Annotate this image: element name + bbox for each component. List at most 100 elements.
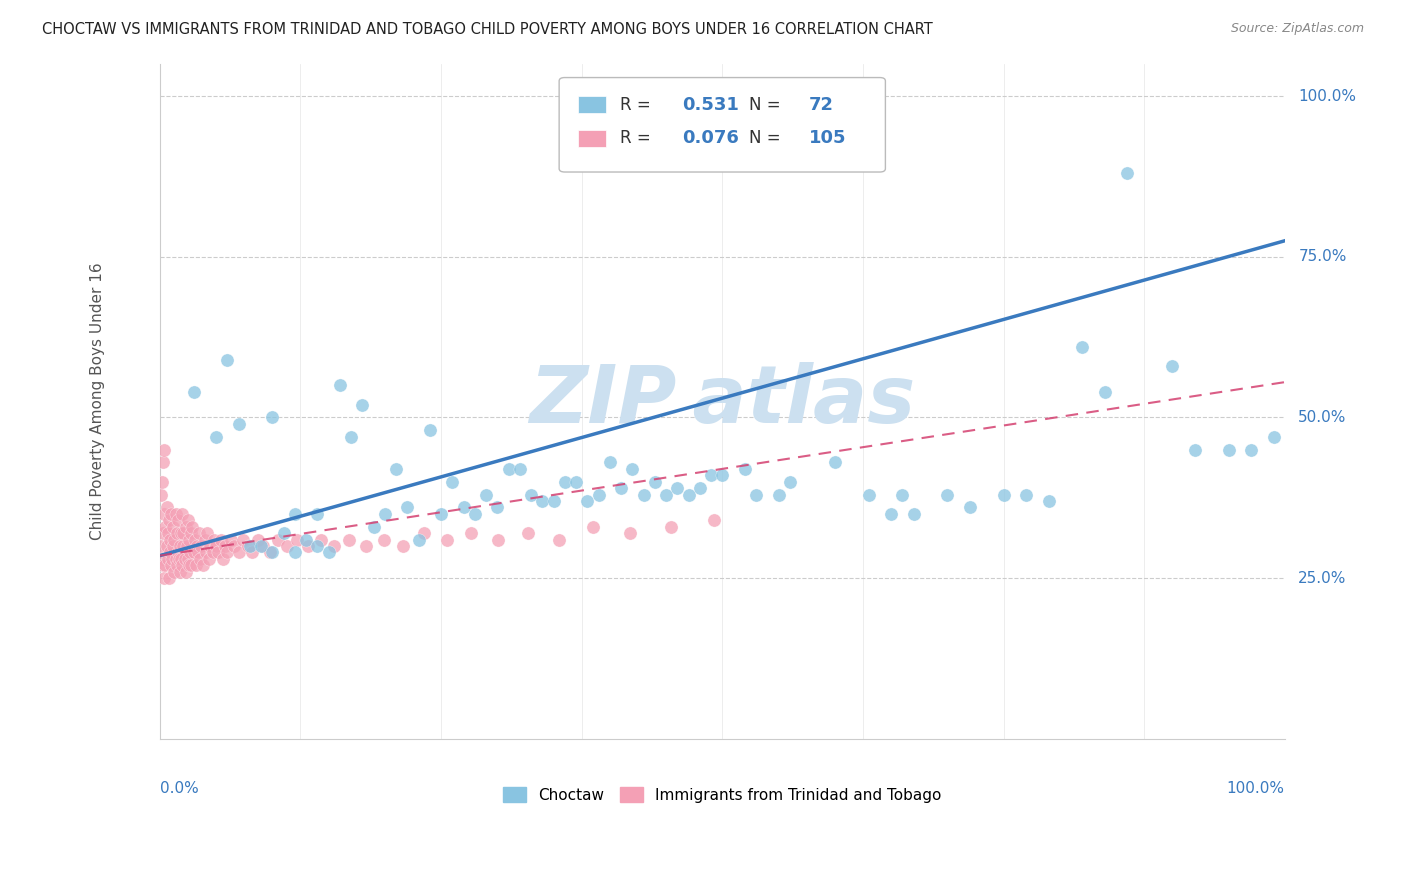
- Point: [959, 500, 981, 515]
- Point: [165, 507, 187, 521]
- Point: [565, 475, 588, 489]
- Point: [160, 507, 183, 521]
- Point: [214, 539, 236, 553]
- Point: [180, 558, 202, 573]
- Point: [200, 539, 222, 553]
- Point: [516, 526, 538, 541]
- Point: [219, 533, 242, 547]
- Point: [273, 526, 295, 541]
- FancyBboxPatch shape: [560, 78, 886, 172]
- Point: [259, 545, 281, 559]
- Point: [703, 513, 725, 527]
- Point: [655, 487, 678, 501]
- Point: [211, 551, 233, 566]
- Point: [307, 507, 329, 521]
- Point: [194, 533, 217, 547]
- Point: [297, 539, 319, 553]
- Point: [1116, 166, 1139, 180]
- Point: [177, 551, 200, 566]
- Point: [408, 533, 430, 547]
- Point: [436, 533, 458, 547]
- Point: [464, 507, 486, 521]
- Point: [152, 558, 174, 573]
- Point: [172, 539, 194, 553]
- Point: [374, 507, 396, 521]
- Point: [169, 539, 191, 553]
- Point: [582, 519, 605, 533]
- Text: CHOCTAW VS IMMIGRANTS FROM TRINIDAD AND TOBAGO CHILD POVERTY AMONG BOYS UNDER 16: CHOCTAW VS IMMIGRANTS FROM TRINIDAD AND …: [42, 22, 934, 37]
- Point: [166, 545, 188, 559]
- Point: [188, 526, 211, 541]
- Point: [163, 565, 186, 579]
- Point: [191, 558, 214, 573]
- Point: [396, 500, 419, 515]
- Point: [183, 384, 205, 399]
- Point: [993, 487, 1015, 501]
- Point: [295, 533, 318, 547]
- Text: 50.0%: 50.0%: [1298, 410, 1347, 425]
- Point: [217, 352, 239, 367]
- Point: [413, 526, 436, 541]
- Point: [166, 513, 188, 527]
- Point: [198, 551, 221, 566]
- Text: 75.0%: 75.0%: [1298, 250, 1347, 264]
- Point: [354, 539, 377, 553]
- Point: [323, 539, 346, 553]
- Point: [159, 545, 181, 559]
- Point: [177, 558, 200, 573]
- Point: [318, 545, 340, 559]
- Point: [169, 565, 191, 579]
- Point: [779, 475, 801, 489]
- Text: Source: ZipAtlas.com: Source: ZipAtlas.com: [1230, 22, 1364, 36]
- Point: [419, 423, 441, 437]
- Point: [498, 462, 520, 476]
- Point: [554, 475, 576, 489]
- Point: [153, 507, 176, 521]
- Point: [228, 417, 250, 431]
- Point: [222, 539, 245, 553]
- Point: [285, 533, 308, 547]
- Point: [156, 526, 179, 541]
- Point: [239, 539, 262, 553]
- Point: [1263, 430, 1285, 444]
- Point: [202, 533, 225, 547]
- Point: [734, 462, 756, 476]
- Point: [240, 545, 263, 559]
- Point: [201, 545, 224, 559]
- Point: [236, 539, 259, 553]
- Point: [768, 487, 790, 501]
- Point: [174, 519, 197, 533]
- Point: [891, 487, 914, 501]
- Point: [205, 539, 228, 553]
- Point: [252, 539, 274, 553]
- Point: [262, 410, 284, 425]
- Text: N =: N =: [749, 129, 786, 147]
- Point: [475, 487, 498, 501]
- Point: [173, 551, 195, 566]
- Point: [689, 481, 711, 495]
- Point: [155, 519, 177, 533]
- FancyBboxPatch shape: [578, 130, 606, 146]
- Point: [205, 430, 228, 444]
- Point: [337, 533, 360, 547]
- Point: [340, 430, 363, 444]
- Point: [659, 519, 682, 533]
- Point: [621, 462, 644, 476]
- Text: 105: 105: [808, 129, 846, 147]
- Point: [576, 494, 599, 508]
- Point: [1218, 442, 1240, 457]
- Point: [1161, 359, 1184, 373]
- Point: [155, 539, 177, 553]
- Point: [177, 513, 200, 527]
- Point: [152, 526, 174, 541]
- Point: [160, 558, 183, 573]
- Point: [172, 558, 194, 573]
- Point: [157, 513, 180, 527]
- Point: [1071, 340, 1094, 354]
- Point: [166, 526, 188, 541]
- Text: 0.076: 0.076: [682, 129, 738, 147]
- Point: [1038, 494, 1060, 508]
- Point: [858, 487, 880, 501]
- Point: [166, 558, 188, 573]
- Point: [391, 539, 413, 553]
